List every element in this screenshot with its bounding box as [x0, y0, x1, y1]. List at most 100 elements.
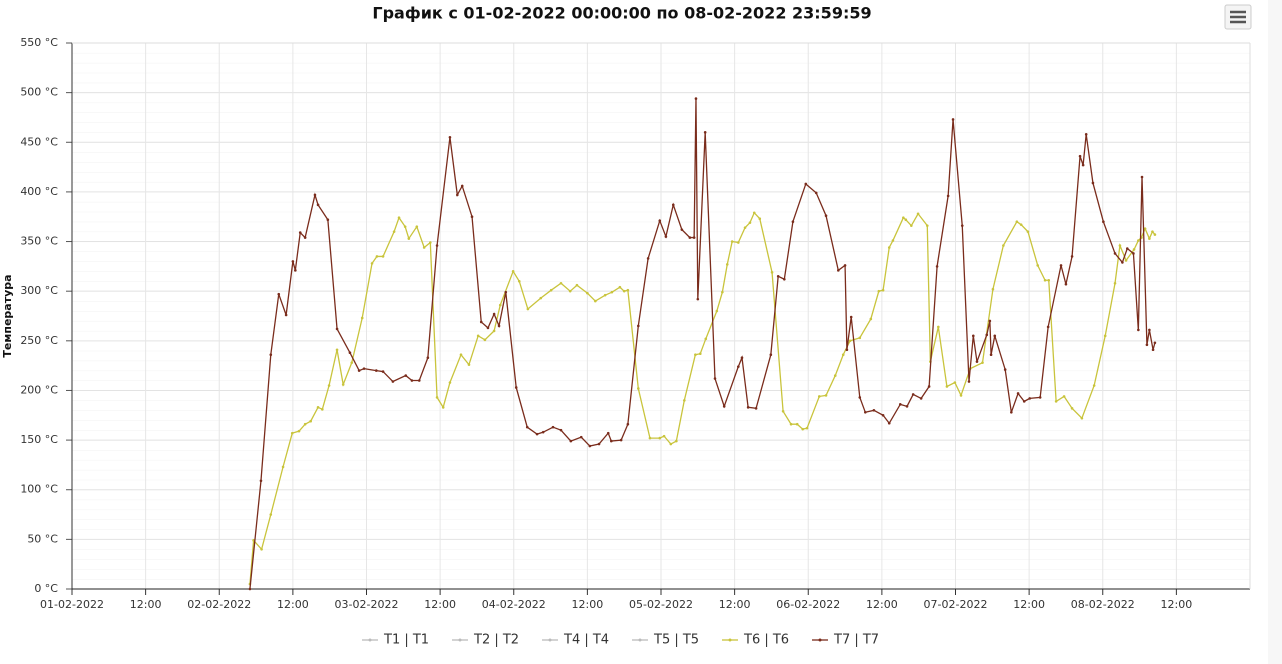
data-point [514, 386, 518, 389]
data-point [935, 265, 939, 268]
data-point [781, 410, 785, 413]
legend-item[interactable]: T6 | T6 [722, 633, 789, 648]
data-point [891, 239, 895, 242]
data-point [805, 426, 809, 430]
data-point [824, 394, 828, 397]
data-point [559, 428, 563, 432]
data-point [1046, 325, 1050, 329]
data-point [277, 292, 281, 296]
data-point [692, 236, 696, 239]
data-point [737, 241, 740, 244]
legend-item[interactable]: T4 | T4 [542, 633, 609, 648]
data-point [1002, 244, 1005, 247]
data-point [905, 405, 909, 408]
data-point [497, 324, 501, 328]
data-point [696, 297, 700, 301]
data-point [1153, 341, 1157, 345]
data-point [971, 334, 975, 338]
legend-label: T4 | T4 [563, 633, 609, 648]
data-point [362, 367, 366, 370]
menu-button[interactable] [1224, 4, 1252, 30]
data-point [597, 442, 601, 446]
data-point [858, 396, 862, 399]
legend-item[interactable]: T5 | T5 [632, 633, 699, 648]
data-point [675, 439, 678, 443]
legend-marker [818, 638, 822, 642]
data-point [740, 356, 744, 359]
data-point [951, 118, 955, 121]
data-point [849, 315, 853, 319]
data-point [1062, 395, 1066, 398]
x-tick-label: 12:00 [1161, 598, 1193, 611]
data-point [902, 216, 905, 220]
data-point [1043, 278, 1047, 282]
data-point [535, 432, 539, 436]
y-tick-label: 200 °C [20, 383, 58, 396]
data-point [801, 427, 805, 431]
data-point [898, 403, 902, 406]
y-tick-label: 50 °C [27, 532, 58, 545]
data-point [370, 262, 374, 265]
data-point [483, 338, 487, 342]
data-point [752, 211, 756, 215]
data-point [622, 289, 626, 293]
data-point [417, 379, 421, 382]
data-point [1016, 392, 1020, 395]
data-point [415, 225, 419, 228]
data-point [525, 425, 529, 429]
data-point [335, 348, 339, 352]
data-point [881, 413, 885, 417]
x-tick-label: 05-02-2022 [629, 598, 693, 611]
data-point [435, 396, 439, 399]
data-point [910, 224, 913, 227]
data-point [350, 361, 354, 364]
data-point [758, 217, 762, 221]
legend-item[interactable]: T1 | T1 [362, 633, 429, 648]
data-point [688, 236, 692, 239]
legend-label: T2 | T2 [473, 633, 519, 648]
data-point [769, 353, 773, 357]
data-point [303, 236, 307, 239]
data-point [783, 277, 786, 281]
scrollbar [1268, 0, 1282, 664]
data-point [989, 353, 993, 357]
legend-item[interactable]: T7 | T7 [812, 633, 879, 648]
legend-label: T1 | T1 [383, 633, 429, 648]
data-point [658, 219, 662, 222]
legend-item[interactable]: T2 | T2 [452, 633, 519, 648]
data-point [754, 407, 758, 410]
data-point [357, 369, 361, 372]
data-point [360, 316, 364, 320]
data-point [1036, 264, 1040, 267]
legend-marker [458, 638, 462, 642]
data-point [887, 246, 891, 249]
data-point [448, 136, 452, 139]
data-point [991, 287, 995, 291]
data-point [248, 587, 252, 591]
data-point [460, 184, 464, 188]
data-point [791, 220, 795, 223]
data-point [946, 194, 950, 198]
data-point [539, 296, 543, 300]
data-point [291, 260, 295, 263]
data-point [303, 422, 307, 426]
data-point [610, 290, 614, 294]
data-point [1143, 227, 1147, 230]
data-point [680, 228, 684, 231]
data-point [404, 374, 408, 377]
data-point [722, 405, 726, 408]
data-point [843, 264, 847, 267]
data-point [959, 394, 963, 397]
data-point [259, 479, 263, 483]
data-point [559, 281, 563, 285]
data-point [1132, 252, 1135, 255]
data-point [492, 312, 496, 316]
data-point [937, 325, 940, 329]
data-point [960, 224, 964, 227]
y-tick-label: 100 °C [20, 483, 58, 496]
data-point [1092, 384, 1096, 387]
data-point [348, 351, 352, 355]
data-point [646, 257, 650, 260]
data-point [748, 221, 752, 224]
